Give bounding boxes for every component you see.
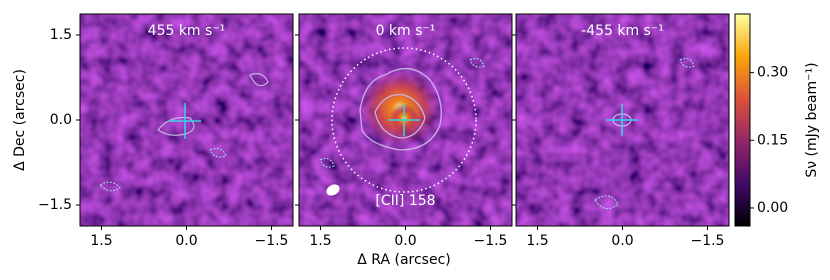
colorbar-tick-label: 0.15 (757, 132, 788, 148)
y-tick-label: −1.5 (38, 197, 72, 213)
x-tick-label: −1.5 (473, 233, 507, 249)
colorbar-tick-label: 0.00 (757, 200, 788, 216)
colorbar-tick-label: 0.30 (757, 65, 788, 81)
panel-annotation: [CII] 158 (375, 193, 435, 209)
contour (359, 68, 442, 151)
crosshair (169, 103, 638, 139)
beam (326, 184, 340, 196)
noise-map (80, 14, 293, 226)
x-tick-label: 1.5 (526, 233, 548, 249)
colorbar (734, 13, 751, 227)
contour (249, 72, 269, 87)
x-tick-label: 1.5 (90, 233, 112, 249)
x-tick-label: −1.5 (254, 233, 288, 249)
panel-label: -455 km s⁻¹ (581, 23, 664, 39)
x-tick-label: 0.0 (175, 233, 197, 249)
y-tick-label: 1.5 (50, 27, 72, 43)
y-axis-label: Δ Dec (arcsec) (12, 69, 28, 171)
contour (157, 116, 195, 136)
x-tick-label: 0.0 (611, 233, 633, 249)
y-tick-label: 0.0 (50, 112, 72, 128)
contour (374, 93, 426, 139)
panel-images (79, 13, 751, 227)
negative-contour (99, 58, 695, 210)
colorbar-label: Sν (mJy beam⁻¹) (804, 62, 820, 177)
panel-label: 0 km s⁻¹ (376, 23, 436, 39)
x-tick-label: 0.0 (394, 233, 416, 249)
x-tick-label: 1.5 (309, 233, 331, 249)
aperture (331, 47, 477, 193)
x-tick-label: −1.5 (690, 233, 724, 249)
x-axis-label: Δ RA (arcsec) (357, 252, 450, 268)
panel-label: 455 km s⁻¹ (148, 23, 226, 39)
